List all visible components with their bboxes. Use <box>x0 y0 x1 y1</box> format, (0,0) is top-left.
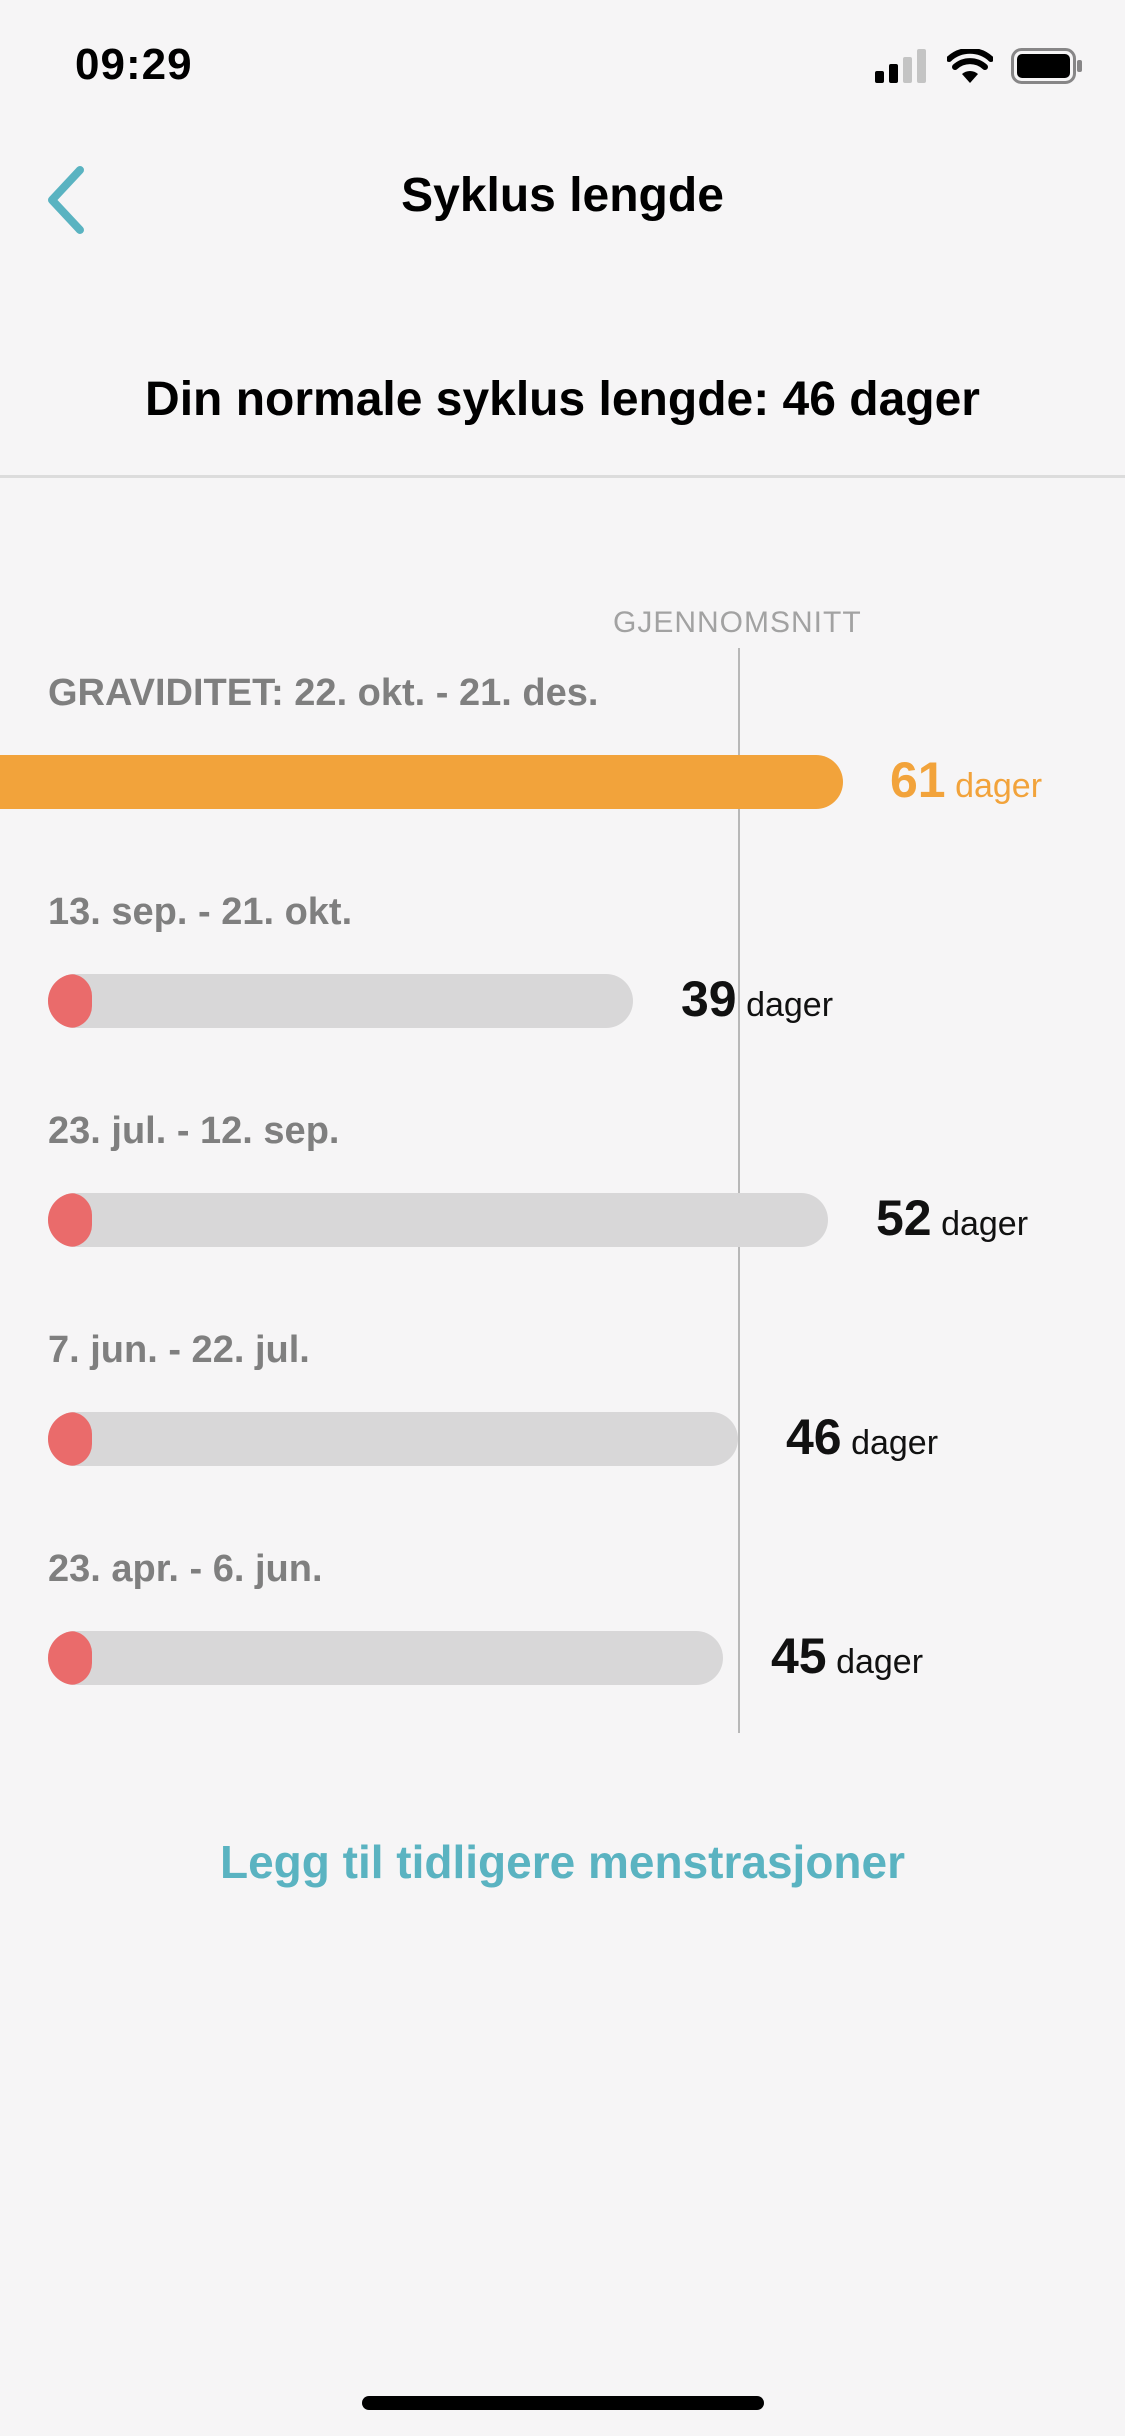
cycle-date-range: 23. jul. - 12. sep. <box>48 1110 340 1152</box>
period-marker <box>48 1193 92 1247</box>
cycle-days-unit: dager <box>851 1424 939 1462</box>
cycle-days-unit: dager <box>836 1643 924 1681</box>
cellular-signal-icon <box>875 49 926 83</box>
cycle-date-range: 7. jun. - 22. jul. <box>48 1329 310 1371</box>
cycle-length-value: 46 dager <box>786 1408 938 1466</box>
average-line <box>738 648 740 1733</box>
period-marker <box>48 1631 92 1685</box>
cycle-bar <box>48 1193 828 1247</box>
cycle-length-value: 61 dager <box>890 751 1042 809</box>
page-title: Syklus lengde <box>401 169 724 222</box>
status-time: 09:29 <box>75 40 193 89</box>
cycle-length-value: 52 dager <box>876 1189 1028 1247</box>
cycle-days: 52 <box>876 1190 932 1246</box>
average-label: GJENNOMSNITT <box>613 606 862 639</box>
divider <box>0 475 1125 478</box>
cycle-bar <box>48 974 633 1028</box>
cycle-date-range: 13. sep. - 21. okt. <box>48 891 353 933</box>
wifi-icon <box>947 49 993 83</box>
back-button[interactable] <box>44 160 94 240</box>
period-marker <box>48 1412 92 1466</box>
period-marker <box>48 974 92 1028</box>
battery-icon <box>1011 48 1082 84</box>
cycle-days-unit: dager <box>955 767 1043 805</box>
add-past-periods-link[interactable]: Legg til tidligere menstrasjoner <box>219 1836 906 1888</box>
chevron-left-icon <box>48 166 84 234</box>
cycle-bar <box>48 1631 723 1685</box>
cycle-days: 61 <box>890 752 946 808</box>
cycle-days: 45 <box>771 1628 827 1684</box>
cycle-length-value: 39 dager <box>681 970 833 1028</box>
cycle-length-value: 45 dager <box>771 1627 923 1685</box>
status-icons <box>875 48 1083 84</box>
cycle-bar <box>48 1412 738 1466</box>
cycle-date-range: GRAVIDITET: 22. okt. - 21. des. <box>48 672 599 714</box>
cycle-days: 39 <box>681 971 737 1027</box>
pregnancy-bar <box>0 755 843 809</box>
home-indicator[interactable] <box>362 2396 764 2410</box>
cycle-days: 46 <box>786 1409 842 1465</box>
cycle-days-unit: dager <box>746 986 834 1024</box>
cycle-length-summary: Din normale syklus lengde: 46 dager <box>145 373 980 426</box>
cycle-date-range: 23. apr. - 6. jun. <box>48 1548 323 1590</box>
cycle-days-unit: dager <box>941 1205 1029 1243</box>
